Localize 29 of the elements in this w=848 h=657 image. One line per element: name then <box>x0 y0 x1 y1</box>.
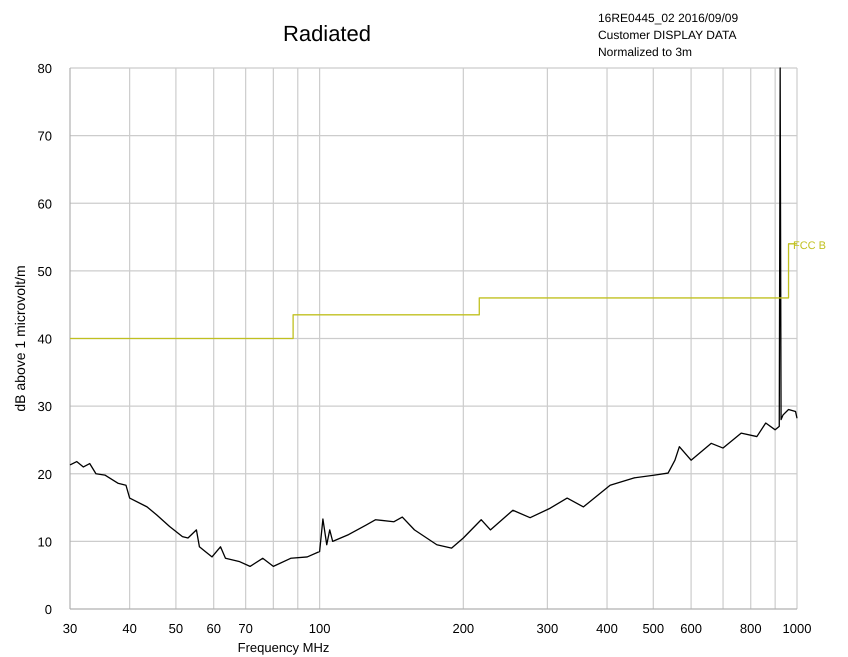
text: 16RE0445_02 2016/09/09 <box>598 11 738 25</box>
series-label: FCC B <box>793 240 826 252</box>
y-tick-label: 40 <box>38 332 52 346</box>
y-tick-label: 30 <box>38 399 52 414</box>
x-tick-label: 400 <box>596 621 618 636</box>
x-tick-label: 50 <box>168 621 184 636</box>
x-tick-label: 300 <box>536 621 558 636</box>
x-tick-label: 100 <box>308 621 330 636</box>
x-tick-label: 1000 <box>782 621 812 636</box>
x-tick-label: 800 <box>740 621 762 636</box>
x-tick-label: 500 <box>642 621 664 636</box>
text: Normalized to 3m <box>598 45 692 59</box>
text: Customer DISPLAY DATA <box>598 28 736 42</box>
y-tick-label: 0 <box>44 602 52 617</box>
y-tick-label: 80 <box>38 61 52 76</box>
x-tick-label: 40 <box>122 621 137 636</box>
x-tick-label: 200 <box>452 621 474 636</box>
y-tick-label: 70 <box>38 128 52 144</box>
x-axis-title: Frequency MHz <box>238 640 330 655</box>
y-tick-label: 10 <box>38 534 52 550</box>
x-tick-label: 70 <box>238 621 253 636</box>
x-tick-label: 30 <box>62 621 78 636</box>
x-tick-label: 60 <box>206 621 221 636</box>
y-tick-label: 60 <box>38 196 52 212</box>
y-tick-label: 20 <box>38 466 52 482</box>
y-axis-title: dB above 1 microvolt/m <box>12 265 28 412</box>
y-tick-label: 50 <box>38 264 52 279</box>
chart-title: Radiated <box>282 21 372 46</box>
x-tick-label: 600 <box>680 621 702 636</box>
